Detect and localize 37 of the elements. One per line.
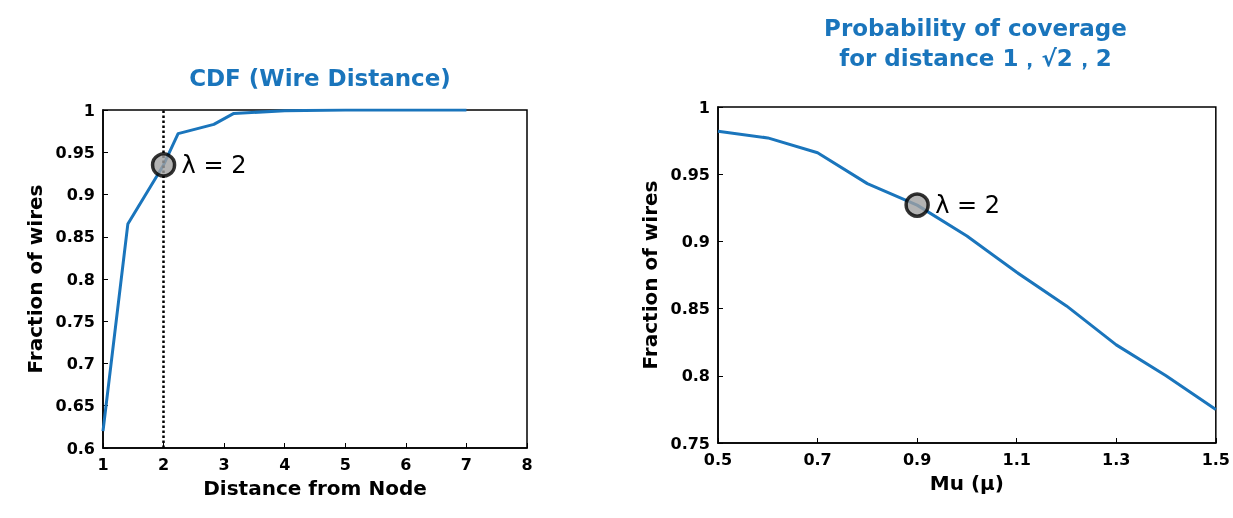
y-tick-label: 0.65 [55, 396, 95, 416]
y-tick-label: 0.8 [681, 366, 710, 386]
x-tick-label: 1.1 [1002, 449, 1031, 469]
line-series [716, 129, 1218, 411]
x-tick-label: 1.3 [1102, 449, 1131, 469]
y-tick-label: 1 [83, 100, 95, 120]
y-tick-label: 0.95 [670, 164, 710, 184]
x-axis-title: Distance from Node [203, 476, 427, 500]
x-tick-label: 8 [521, 454, 533, 474]
y-tick-label: 1 [698, 97, 710, 117]
x-tick-label: 0.9 [902, 449, 932, 469]
y-axis-title: Fraction of wires [22, 184, 47, 374]
y-tick-label: 0.9 [681, 231, 710, 251]
line-series [101, 108, 468, 433]
x-tick-label: 3 [218, 454, 230, 474]
y-tick-label: 0.9 [66, 185, 95, 204]
y-tick-label: 0.85 [55, 227, 95, 247]
y-tick-label: 0.95 [55, 142, 95, 162]
chart-title: CDF (Wire Distance) [189, 65, 451, 91]
y-axis-title: Fraction of wires [637, 180, 662, 370]
annotation: λ = 2 [181, 150, 247, 179]
y-tick-label: 0.75 [55, 311, 95, 331]
x-tick-label: 7 [460, 454, 472, 474]
x-axis-title: Mu (μ) [929, 471, 1004, 495]
x-tick-label: 4 [279, 454, 291, 474]
x-tick-label: 1 [97, 454, 109, 474]
y-tick-label: 0.8 [66, 269, 95, 289]
x-tick-label: 1.5 [1201, 449, 1230, 469]
x-tick-label: 5 [339, 454, 351, 474]
y-tick-label: 0.6 [66, 438, 95, 458]
chart-title: Probability of coverage for distance 1，√2，2 [824, 15, 1127, 71]
y-tick-label: 0.85 [670, 299, 710, 319]
x-tick-label: 6 [400, 454, 412, 474]
x-tick-label: 2 [158, 454, 170, 474]
annotation: λ = 2 [935, 191, 1000, 220]
x-tick-label: 0.7 [803, 449, 832, 469]
y-tick-label: 0.7 [66, 354, 95, 373]
